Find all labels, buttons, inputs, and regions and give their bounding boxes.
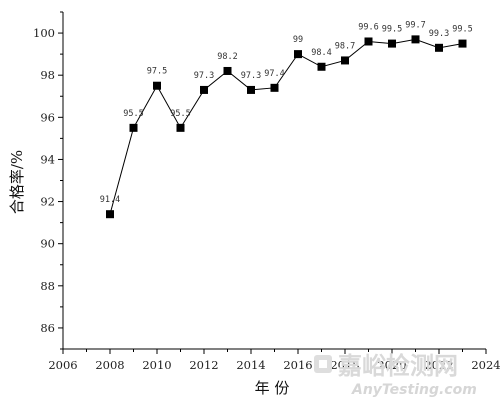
x-axis-ticks: 2006 2008 2010 2012 2014 2016 2018 2020 2022 2024 <box>48 349 500 372</box>
data-point <box>200 85 208 94</box>
data-label: 99.3 <box>429 29 449 39</box>
data-point <box>247 85 255 94</box>
x-tick-label: 2010 <box>142 358 171 372</box>
y-tick-label: 96 <box>40 110 55 124</box>
data-label: 99 <box>293 35 303 45</box>
watermark-logo-icon <box>314 355 332 373</box>
y-tick-label: 88 <box>40 279 55 293</box>
data-labels: 91.495.597.595.597.398.297.3 97.49998.498… <box>100 20 473 205</box>
data-label: 95.5 <box>123 109 143 119</box>
x-tick-label: 2006 <box>48 358 77 372</box>
watermark: 嘉峪检测网 AnyTesting.com <box>314 352 477 398</box>
y-tick-label: 98 <box>40 68 55 82</box>
data-point <box>458 39 467 48</box>
data-label: 91.4 <box>100 195 120 205</box>
data-label: 97.4 <box>264 69 284 79</box>
watermark-text-en: AnyTesting.com <box>351 382 477 398</box>
x-tick-label: 2018 <box>330 358 359 372</box>
x-tick-label: 2008 <box>95 358 124 372</box>
y-tick-label: 92 <box>40 195 55 209</box>
data-point <box>129 123 138 132</box>
y-axis-title: 合格率/% <box>8 150 26 214</box>
series-points <box>106 35 467 219</box>
data-label: 98.2 <box>217 52 237 62</box>
data-label: 98.4 <box>311 48 331 58</box>
data-point <box>106 210 114 219</box>
y-tick-label: 100 <box>33 26 55 40</box>
data-point <box>411 35 420 44</box>
y-tick-label: 90 <box>40 237 55 251</box>
axes <box>62 12 486 350</box>
data-label: 99.5 <box>452 25 472 35</box>
x-tick-label: 2016 <box>283 358 312 372</box>
x-tick-label: 2024 <box>471 358 500 372</box>
data-point <box>388 39 396 48</box>
data-point <box>176 123 185 132</box>
x-tick-label: 2022 <box>424 358 453 372</box>
data-label: 95.5 <box>170 109 190 119</box>
y-tick-label: 94 <box>40 152 55 166</box>
data-point <box>294 50 302 59</box>
data-label: 97.3 <box>194 71 214 81</box>
data-point <box>435 43 443 52</box>
data-label: 98.7 <box>335 41 355 51</box>
x-axis-title: 年 份 <box>255 379 290 397</box>
x-tick-label: 2020 <box>377 358 406 372</box>
data-point <box>364 37 373 46</box>
data-label: 99.7 <box>405 20 425 30</box>
y-axis-ticks: 86 88 90 92 94 96 98 100 <box>33 11 63 350</box>
x-tick-label: 2014 <box>236 358 265 372</box>
series-polyline <box>109 38 463 215</box>
data-label: 99.6 <box>358 22 378 32</box>
data-point <box>270 83 279 92</box>
data-label: 97.3 <box>241 71 261 81</box>
data-point <box>317 62 326 71</box>
data-point <box>341 56 349 65</box>
data-point <box>153 81 161 90</box>
x-tick-label: 2012 <box>189 358 218 372</box>
data-label: 99.5 <box>382 25 402 35</box>
data-label: 97.5 <box>147 67 167 77</box>
series-line <box>109 38 463 215</box>
data-point <box>223 66 232 75</box>
y-tick-label: 86 <box>40 321 55 335</box>
watermark-text-cn: 嘉峪检测网 <box>338 352 458 380</box>
